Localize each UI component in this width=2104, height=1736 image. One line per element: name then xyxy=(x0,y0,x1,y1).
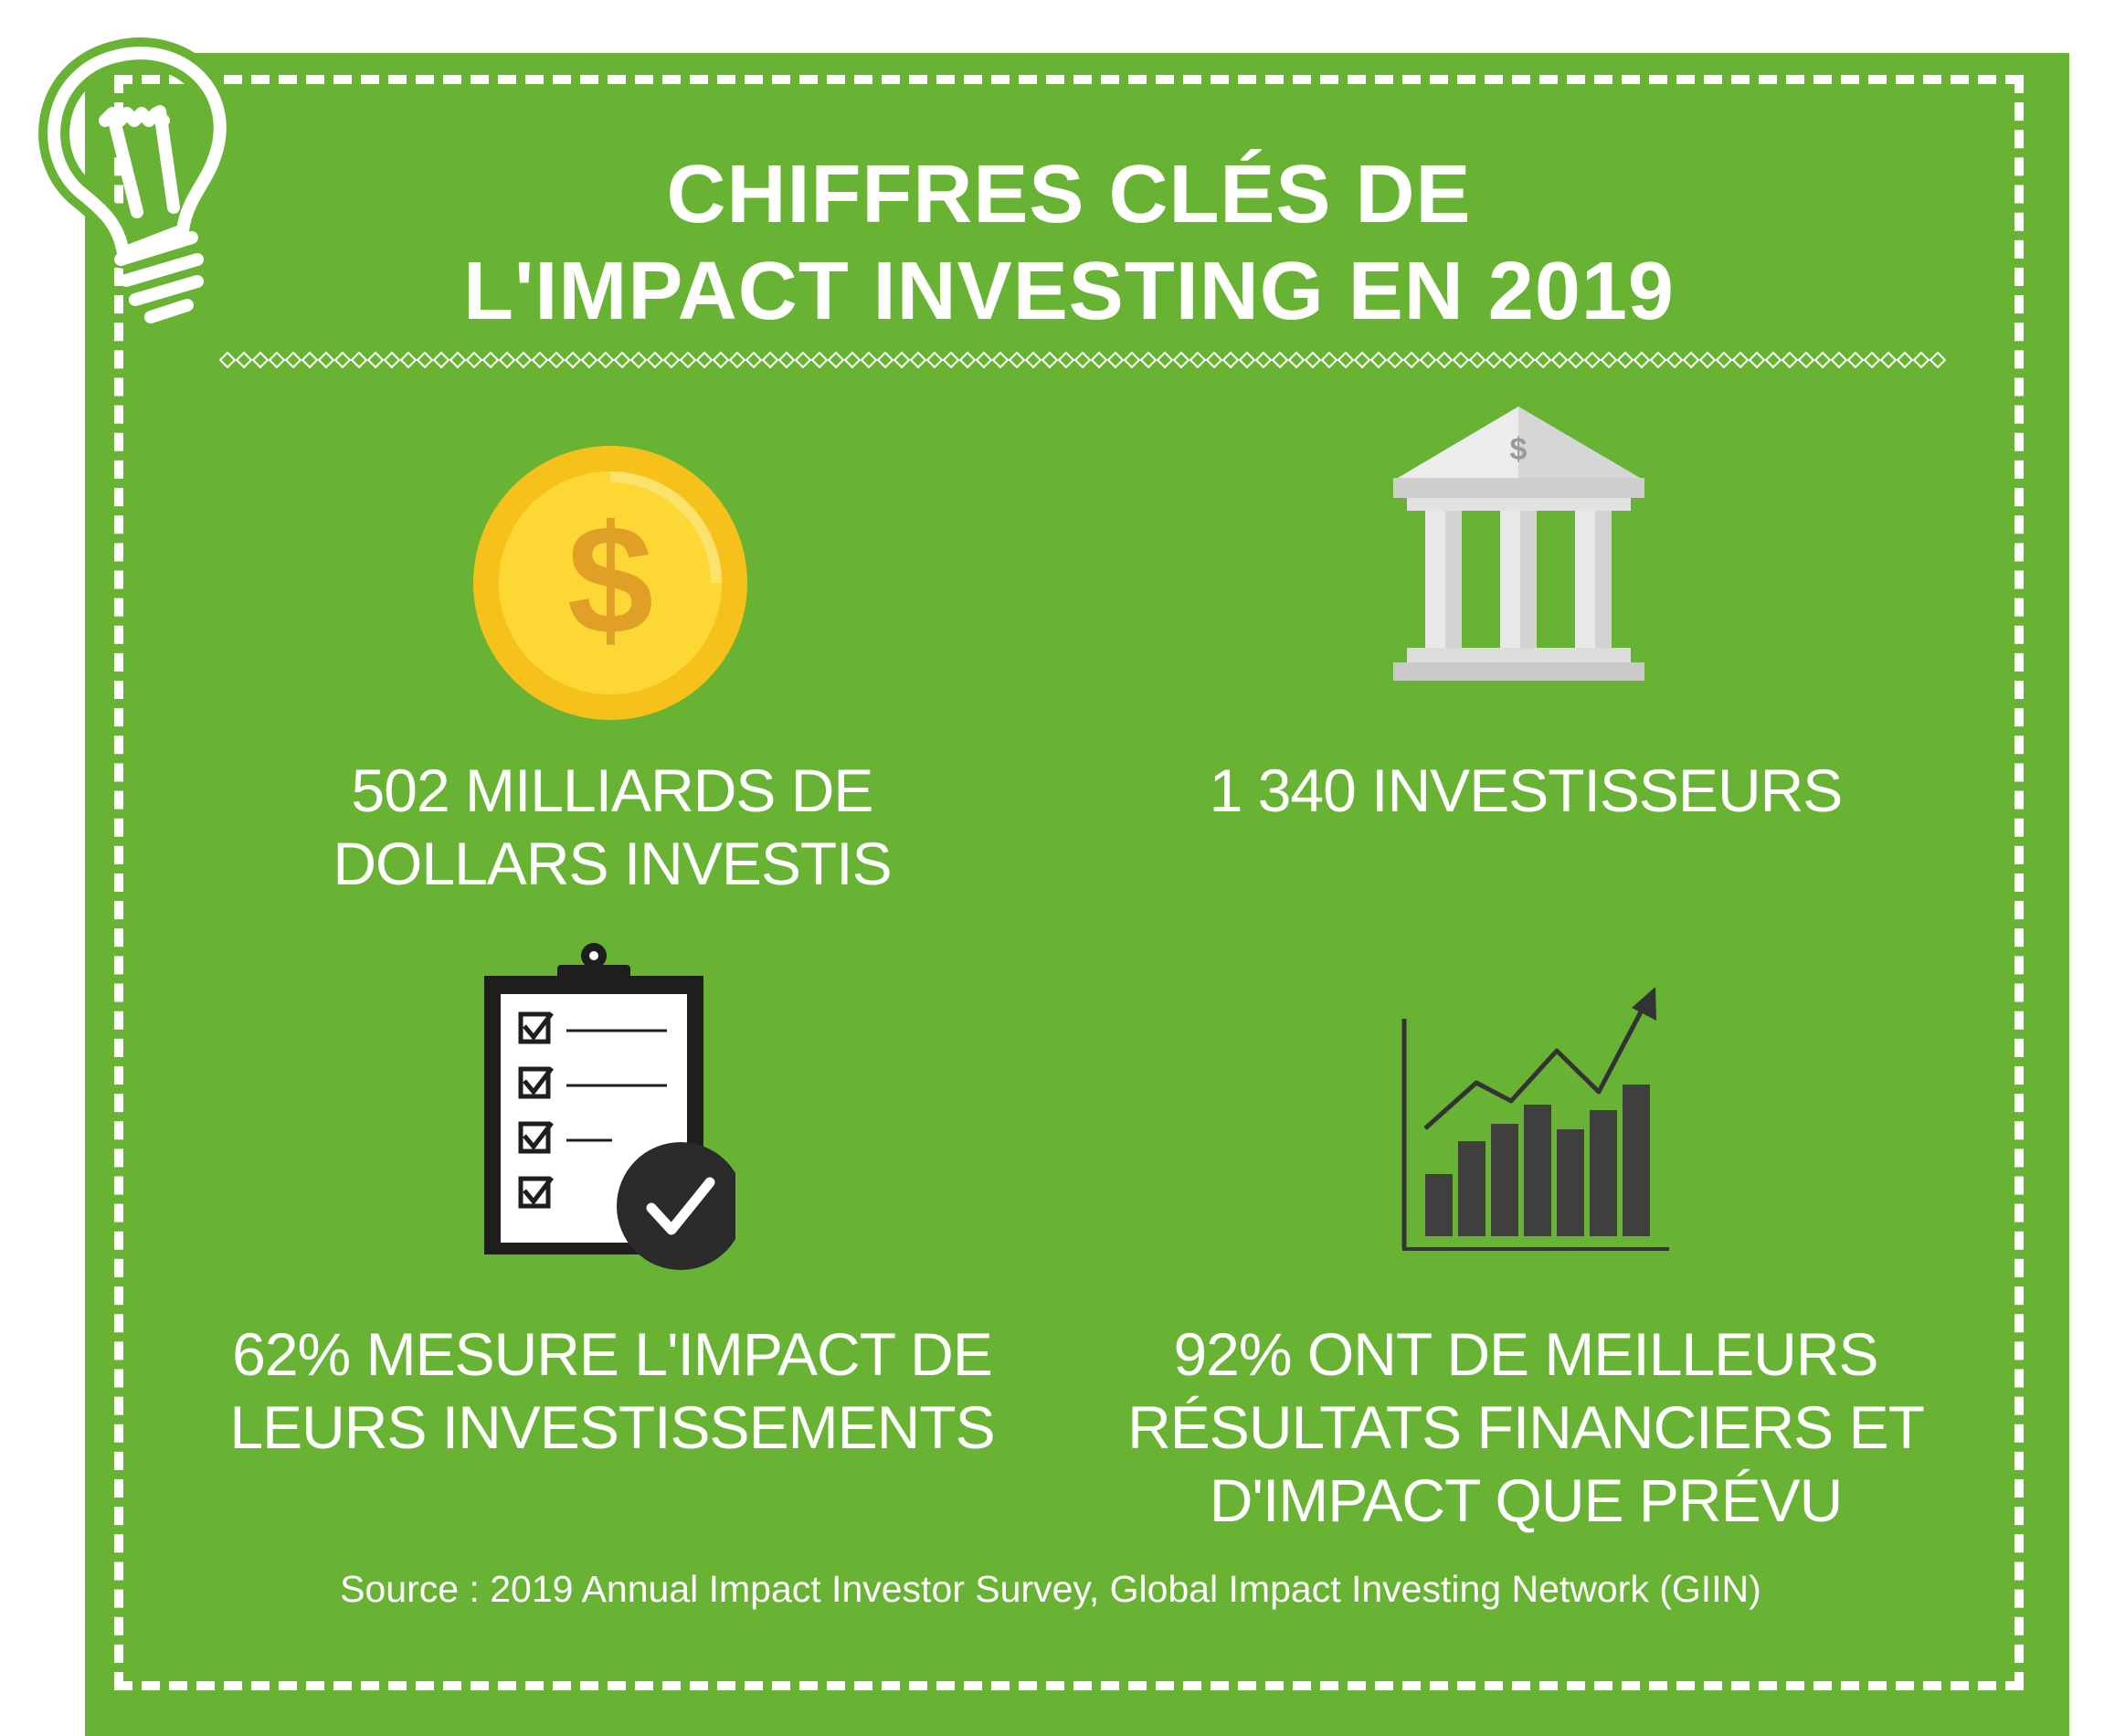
stat-invested-line-2: DOLLARS INVESTIS xyxy=(333,830,892,897)
stat-results-line-1: 92% ONT DE MEILLEURS xyxy=(1173,1320,1878,1388)
stat-invested-line-1: 502 MILLIARDS DE xyxy=(351,757,874,824)
light-bulb-icon xyxy=(38,37,236,323)
stat-results-line-3: D'IMPACT QUE PRÉVU xyxy=(1209,1466,1844,1534)
bank-building-icon: $ xyxy=(1393,407,1644,681)
title-line-2: L'IMPACT INVESTING EN 2019 xyxy=(463,246,1675,337)
checklist-clipboard-icon xyxy=(484,943,735,1270)
diamond-divider xyxy=(219,349,1946,371)
page-title: CHIFFRES CLÉS DE L'IMPACT INVESTING EN 2… xyxy=(402,146,1736,340)
stat-impact-line-1: 62% MESURE L'IMPACT DE xyxy=(232,1320,993,1388)
svg-text:$: $ xyxy=(1510,432,1528,467)
growth-chart-icon xyxy=(1401,987,1669,1251)
dollar-coin-icon: $ xyxy=(473,446,747,720)
stat-investors-count: 1 340 INVESTISSEURS xyxy=(1169,754,1882,827)
source-note: Source : 2019 Annual Impact Investor Sur… xyxy=(340,1568,1761,1610)
stat-investors-line-1: 1 340 INVESTISSEURS xyxy=(1209,757,1844,824)
stat-impact-measure: 62% MESURE L'IMPACT DE LEURS INVESTISSEM… xyxy=(201,1318,1023,1464)
svg-text:$: $ xyxy=(567,493,654,667)
stat-better-results: 92% ONT DE MEILLEURS RÉSULTATS FINANCIER… xyxy=(1105,1318,1946,1537)
stat-results-line-2: RÉSULTATS FINANCIERS ET xyxy=(1127,1393,1925,1461)
title-line-1: CHIFFRES CLÉS DE xyxy=(666,149,1472,240)
green-panel xyxy=(85,53,2069,1736)
stat-impact-line-2: LEURS INVESTISSEMENTS xyxy=(229,1393,995,1461)
dashed-frame xyxy=(114,75,2024,1690)
stat-invested-amount: 502 MILLIARDS DE DOLLARS INVESTIS xyxy=(283,754,941,900)
